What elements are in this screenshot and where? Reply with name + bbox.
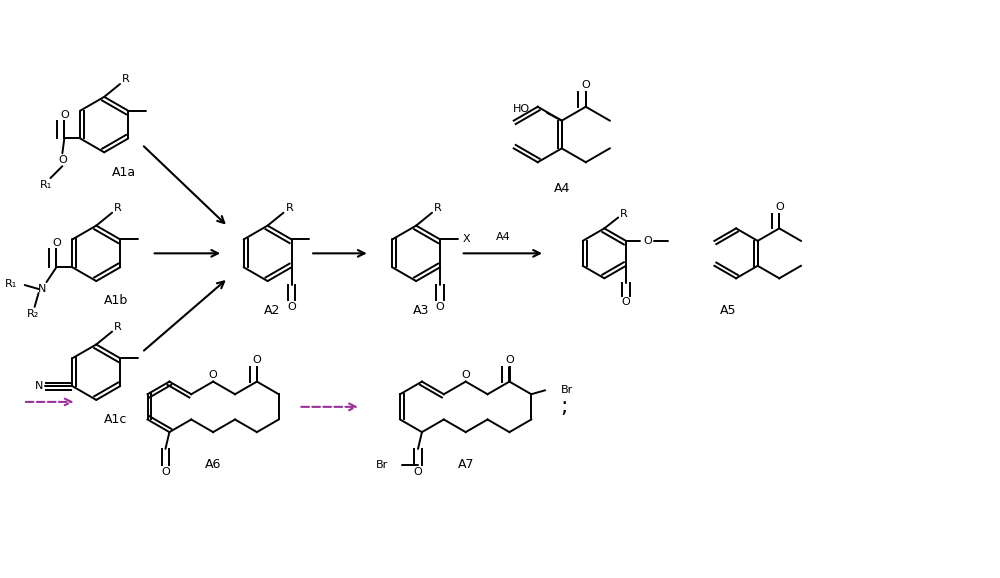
Text: R₂: R₂: [27, 309, 39, 318]
Text: ;: ;: [560, 397, 568, 417]
Text: O: O: [287, 302, 296, 312]
Text: O: O: [414, 466, 422, 477]
Text: Br: Br: [376, 460, 388, 470]
Text: A6: A6: [205, 458, 221, 471]
Text: O: O: [253, 355, 261, 365]
Text: A5: A5: [720, 304, 736, 317]
Text: R: R: [122, 74, 130, 84]
Text: O: O: [775, 202, 784, 212]
Text: R₁: R₁: [5, 279, 17, 289]
Text: A3: A3: [413, 304, 429, 317]
Text: O: O: [461, 370, 470, 380]
Text: O: O: [58, 155, 67, 165]
Text: R: R: [114, 203, 122, 213]
Text: O: O: [622, 298, 630, 307]
Text: O: O: [436, 302, 445, 312]
Text: O: O: [52, 239, 61, 249]
Text: O: O: [643, 236, 652, 246]
Text: A4: A4: [496, 232, 511, 242]
Text: R: R: [434, 203, 442, 213]
Text: R₁: R₁: [39, 180, 52, 190]
Text: R: R: [620, 209, 628, 218]
Text: R: R: [286, 203, 293, 213]
Text: A1b: A1b: [104, 294, 128, 307]
Text: HO: HO: [513, 103, 530, 114]
Text: A2: A2: [264, 304, 281, 317]
Text: O: O: [581, 80, 590, 90]
Text: N: N: [34, 381, 43, 391]
Text: A1a: A1a: [112, 166, 136, 179]
Text: O: O: [60, 110, 69, 120]
Text: R: R: [114, 321, 122, 332]
Text: N: N: [38, 284, 47, 294]
Text: A1c: A1c: [104, 413, 128, 426]
Text: Br: Br: [561, 386, 573, 395]
Text: O: O: [505, 355, 514, 365]
Text: O: O: [209, 370, 218, 380]
Text: A7: A7: [457, 458, 474, 471]
Text: O: O: [161, 466, 170, 477]
Text: X: X: [463, 235, 471, 244]
Text: A4: A4: [554, 183, 570, 195]
